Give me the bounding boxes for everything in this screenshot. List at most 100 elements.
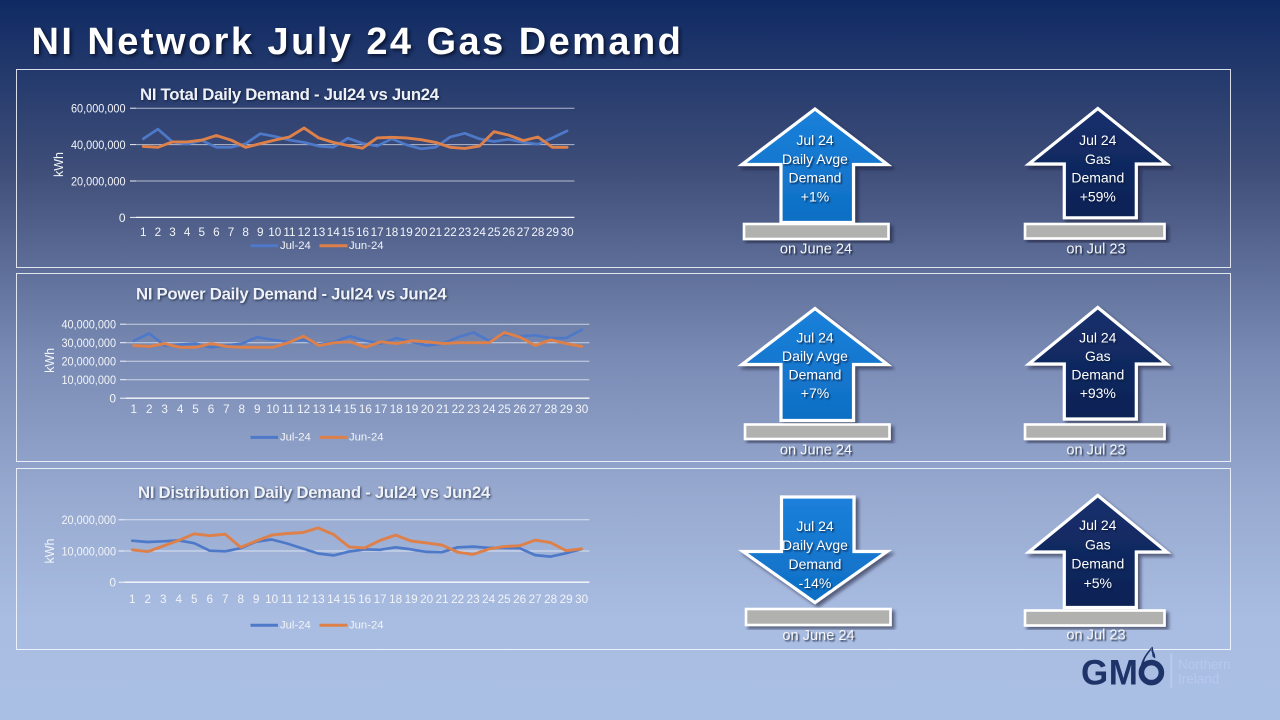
svg-text:Northern: Northern	[1178, 657, 1231, 672]
svg-text:Jul 24: Jul 24	[1079, 517, 1117, 533]
svg-text:2: 2	[155, 226, 162, 239]
svg-text:24: 24	[473, 226, 487, 239]
svg-text:29: 29	[560, 593, 573, 606]
svg-text:5: 5	[191, 593, 198, 606]
svg-text:11: 11	[283, 226, 295, 239]
svg-text:14: 14	[327, 226, 341, 239]
svg-text:Jun-24: Jun-24	[349, 619, 384, 631]
svg-text:26: 26	[513, 593, 526, 606]
svg-text:22: 22	[452, 403, 465, 416]
svg-text:20: 20	[421, 403, 435, 416]
svg-text:25: 25	[487, 226, 501, 239]
svg-text:18: 18	[385, 226, 398, 239]
svg-text:28: 28	[544, 403, 557, 416]
svg-text:7: 7	[223, 403, 230, 416]
svg-text:20,000,000: 20,000,000	[71, 174, 126, 188]
svg-text:14: 14	[328, 403, 342, 416]
svg-text:Ireland: Ireland	[1178, 671, 1219, 686]
svg-text:0: 0	[109, 392, 116, 406]
svg-text:17: 17	[374, 403, 387, 416]
svg-text:+1%: +1%	[801, 189, 829, 205]
svg-text:+59%: +59%	[1080, 189, 1116, 205]
svg-text:26: 26	[513, 403, 526, 416]
svg-text:on June 24: on June 24	[780, 443, 852, 459]
svg-text:24: 24	[482, 403, 496, 416]
svg-text:2: 2	[146, 403, 153, 416]
svg-text:0: 0	[119, 211, 126, 225]
svg-text:kWh: kWh	[43, 538, 57, 563]
svg-text:8: 8	[242, 226, 249, 239]
svg-text:Jul-24: Jul-24	[280, 619, 311, 631]
svg-text:12: 12	[296, 593, 309, 606]
svg-text:16: 16	[358, 593, 371, 606]
svg-text:27: 27	[517, 226, 530, 239]
svg-text:on Jul 23: on Jul 23	[1066, 443, 1125, 459]
svg-text:12: 12	[298, 226, 311, 239]
svg-text:on June 24: on June 24	[780, 242, 852, 258]
svg-text:7: 7	[222, 593, 229, 606]
svg-text:15: 15	[343, 403, 357, 416]
svg-text:+7%: +7%	[801, 385, 829, 401]
svg-text:20,000,000: 20,000,000	[62, 355, 117, 369]
svg-text:15: 15	[343, 593, 357, 606]
svg-text:24: 24	[482, 593, 496, 606]
svg-text:Demand: Demand	[1071, 556, 1124, 572]
svg-text:23: 23	[458, 226, 471, 239]
svg-text:6: 6	[208, 403, 215, 416]
svg-text:20: 20	[414, 226, 428, 239]
svg-text:1: 1	[140, 226, 147, 239]
svg-text:Demand: Demand	[789, 556, 842, 572]
svg-text:20: 20	[420, 593, 434, 606]
svg-text:9: 9	[257, 226, 264, 239]
svg-text:21: 21	[436, 593, 449, 606]
svg-text:40,000,000: 40,000,000	[71, 138, 126, 152]
svg-text:10: 10	[265, 593, 279, 606]
svg-text:7: 7	[228, 226, 235, 239]
svg-text:Demand: Demand	[789, 367, 842, 383]
svg-text:9: 9	[253, 593, 260, 606]
svg-text:19: 19	[405, 403, 418, 416]
svg-text:NI Total Daily Demand - Jul24: NI Total Daily Demand - Jul24 vs Jun24	[140, 85, 440, 104]
svg-text:19: 19	[400, 226, 413, 239]
svg-text:Jul 24: Jul 24	[796, 132, 834, 148]
svg-text:3: 3	[161, 403, 168, 416]
svg-text:29: 29	[546, 226, 559, 239]
svg-text:29: 29	[560, 403, 573, 416]
svg-text:Demand: Demand	[1071, 170, 1124, 186]
svg-text:10,000,000: 10,000,000	[62, 373, 117, 387]
svg-text:18: 18	[389, 593, 402, 606]
svg-text:15: 15	[341, 226, 355, 239]
svg-text:26: 26	[502, 226, 515, 239]
svg-text:on Jul 23: on Jul 23	[1066, 628, 1125, 644]
svg-text:13: 13	[312, 593, 325, 606]
svg-text:NI Power Daily Demand - Jul24: NI Power Daily Demand - Jul24 vs Jun24	[136, 285, 447, 304]
svg-text:NI Distribution Daily Demand -: NI Distribution Daily Demand - Jul24 vs …	[138, 483, 491, 502]
svg-text:+5%: +5%	[1084, 575, 1112, 591]
svg-text:Gas: Gas	[1085, 348, 1111, 364]
svg-text:30: 30	[561, 226, 575, 239]
svg-text:8: 8	[239, 403, 246, 416]
svg-text:16: 16	[359, 403, 372, 416]
svg-text:60,000,000: 60,000,000	[71, 102, 126, 116]
svg-text:Gas: Gas	[1085, 151, 1111, 167]
svg-text:GM: GM	[1081, 654, 1138, 693]
svg-text:14: 14	[327, 593, 341, 606]
svg-text:4: 4	[184, 226, 191, 239]
svg-text:Jun-24: Jun-24	[349, 240, 384, 252]
svg-text:Jul 24: Jul 24	[1079, 330, 1117, 346]
svg-text:11: 11	[282, 403, 294, 416]
svg-text:6: 6	[213, 226, 220, 239]
svg-text:21: 21	[429, 226, 442, 239]
svg-text:kWh: kWh	[52, 152, 66, 177]
svg-text:4: 4	[175, 593, 182, 606]
svg-text:Daily Avge: Daily Avge	[782, 151, 848, 167]
svg-text:Daily Avge: Daily Avge	[782, 537, 848, 553]
svg-text:kWh: kWh	[43, 348, 57, 373]
svg-text:on Jul 23: on Jul 23	[1066, 242, 1125, 258]
svg-text:3: 3	[160, 593, 167, 606]
svg-text:30: 30	[575, 403, 589, 416]
svg-text:19: 19	[405, 593, 418, 606]
svg-text:10,000,000: 10,000,000	[62, 544, 117, 558]
svg-text:Gas: Gas	[1085, 537, 1111, 553]
svg-text:25: 25	[498, 403, 512, 416]
